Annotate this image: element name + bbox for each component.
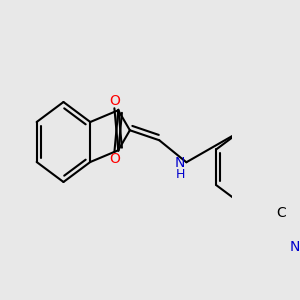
Text: N: N [175, 156, 185, 170]
Text: H: H [176, 168, 185, 181]
Text: O: O [109, 152, 120, 166]
Text: O: O [109, 94, 120, 108]
Text: C: C [276, 206, 286, 220]
Text: N: N [290, 240, 300, 254]
